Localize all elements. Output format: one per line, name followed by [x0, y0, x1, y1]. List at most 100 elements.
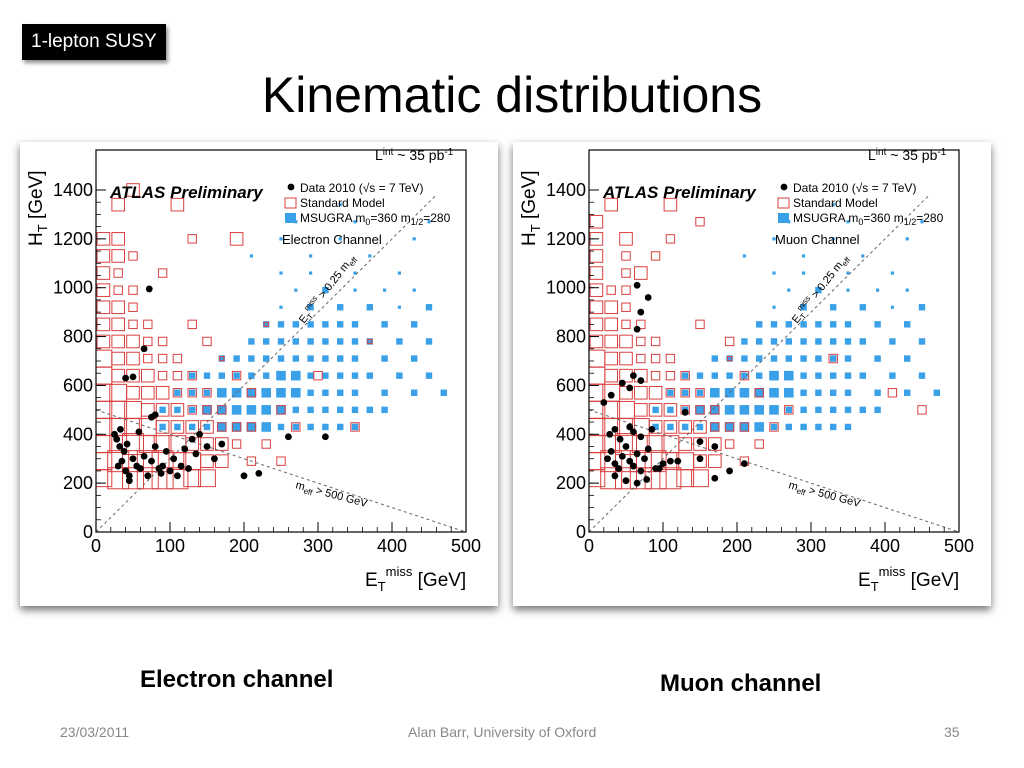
signal-box: [711, 355, 718, 362]
x-tick-label: 500: [944, 536, 974, 556]
signal-box: [756, 321, 763, 328]
standard-model-box: [141, 385, 155, 400]
signal-box: [652, 406, 659, 414]
signal-box: [366, 406, 373, 414]
y-tick-label: 1200: [546, 229, 586, 249]
signal-box: [770, 423, 778, 431]
signal-box: [785, 423, 792, 431]
standard-model-box: [680, 388, 690, 398]
electron-caption: Electron channel: [140, 666, 334, 693]
signal-box: [218, 355, 225, 362]
signal-box: [292, 355, 299, 362]
x-tick-label: 200: [229, 536, 259, 556]
signal-box: [307, 423, 314, 431]
standard-model-box: [589, 334, 604, 349]
signal-box: [800, 355, 807, 362]
signal-box: [754, 422, 764, 432]
signal-box: [309, 254, 313, 258]
signal-box: [277, 355, 285, 362]
signal-box: [831, 203, 835, 207]
signal-box: [741, 355, 748, 362]
legend-signal-label: MSUGRA m0=360 m1/2=280: [300, 211, 451, 227]
standard-model-box: [217, 422, 227, 432]
y-tick-label: 0: [576, 522, 586, 542]
y-tick-label: 600: [63, 375, 93, 395]
standard-model-box: [589, 214, 604, 229]
signal-box: [770, 355, 778, 362]
data-point: [616, 435, 624, 443]
data-point: [681, 408, 689, 416]
signal-box: [381, 389, 388, 396]
data-point: [322, 433, 329, 441]
signal-box: [770, 321, 778, 328]
signal-box: [261, 405, 271, 415]
standard-model-box: [710, 405, 720, 415]
standard-model-box: [246, 422, 257, 432]
signal-box: [711, 372, 718, 379]
signal-box: [322, 286, 329, 294]
signal-box: [800, 423, 807, 431]
signal-box: [322, 372, 329, 379]
signal-box: [231, 405, 242, 415]
standard-model-box: [126, 351, 140, 366]
signal-box: [292, 338, 299, 345]
signal-box: [769, 387, 779, 398]
standard-model-box: [708, 454, 722, 468]
signal-box: [905, 288, 909, 292]
signal-box: [322, 355, 329, 362]
signal-box: [696, 423, 704, 431]
signal-box: [696, 389, 704, 396]
signal-box: [397, 305, 401, 309]
signal-box: [351, 321, 359, 328]
data-point: [135, 428, 143, 436]
data-point: [606, 430, 614, 438]
signal-box: [652, 423, 659, 431]
data-point: [192, 450, 200, 458]
standard-model-box: [96, 283, 111, 297]
standard-model-box: [170, 403, 185, 417]
data-point: [630, 372, 637, 380]
standard-model-box: [111, 249, 126, 263]
data-point: [122, 467, 129, 475]
standard-model-box: [111, 334, 126, 349]
signal-box: [217, 405, 227, 415]
signal-box: [309, 271, 313, 275]
signal-box: [844, 321, 852, 328]
standard-model-box: [604, 300, 619, 315]
standard-model-box: [695, 217, 705, 227]
signal-box: [291, 370, 301, 381]
y-tick-label: 1000: [53, 278, 93, 298]
data-point: [174, 472, 181, 480]
signal-box: [277, 338, 285, 345]
data-point: [626, 423, 634, 431]
signal-box: [427, 220, 431, 224]
signal-box: [741, 372, 748, 379]
standard-model-box: [231, 439, 242, 449]
data-point: [140, 452, 148, 460]
signal-box: [202, 405, 212, 415]
standard-model-box: [693, 454, 707, 468]
signal-box: [337, 423, 344, 431]
signal-box: [756, 355, 763, 362]
signal-box: [203, 423, 211, 431]
data-point: [630, 428, 637, 436]
signal-box: [815, 355, 822, 362]
signal-box: [787, 288, 791, 292]
standard-model-box: [172, 353, 183, 364]
signal-box: [905, 237, 909, 241]
standard-model-box: [784, 405, 794, 415]
y-tick-label: 0: [83, 522, 93, 542]
data-point: [151, 443, 159, 450]
standard-model-box: [170, 420, 185, 434]
standard-model-box: [754, 439, 764, 449]
signal-box: [904, 389, 911, 396]
signal-box: [889, 338, 896, 345]
signal-box: [248, 355, 255, 362]
legend-sm-label: Standard Model: [793, 196, 878, 210]
signal-box: [710, 387, 720, 398]
signal-box: [217, 422, 227, 432]
data-point: [633, 325, 641, 333]
signal-box: [769, 370, 779, 381]
signal-box: [920, 220, 924, 224]
signal-box: [830, 406, 837, 414]
